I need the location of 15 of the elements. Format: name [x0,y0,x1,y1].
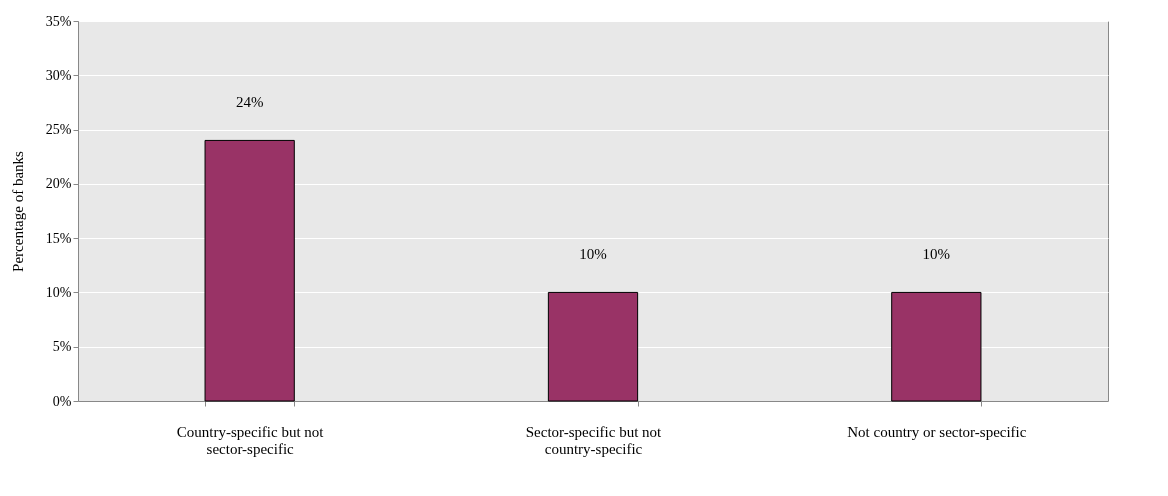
data-label: 24% [235,94,264,111]
x-tick-label: Not country or sector-specific [847,423,1027,440]
y-tick-label: 0% [52,393,72,409]
y-tick-label: 15% [45,230,72,246]
y-tick-label: 10% [45,284,72,300]
y-tick-label: 5% [52,339,72,355]
x-tick-label: Country-specific but not sector-specific [176,423,325,457]
y-axis-title: Percentage of banks [9,150,26,272]
data-label: 10% [579,246,607,263]
y-tick-label: 30% [45,67,72,83]
y-tick-label: 20% [45,176,72,192]
y-tick-label: 25% [45,122,72,138]
data-label: 10% [922,246,951,263]
x-tick-label: Sector-specific but not country-specific [525,423,663,457]
y-tick-label: 35% [45,13,72,29]
